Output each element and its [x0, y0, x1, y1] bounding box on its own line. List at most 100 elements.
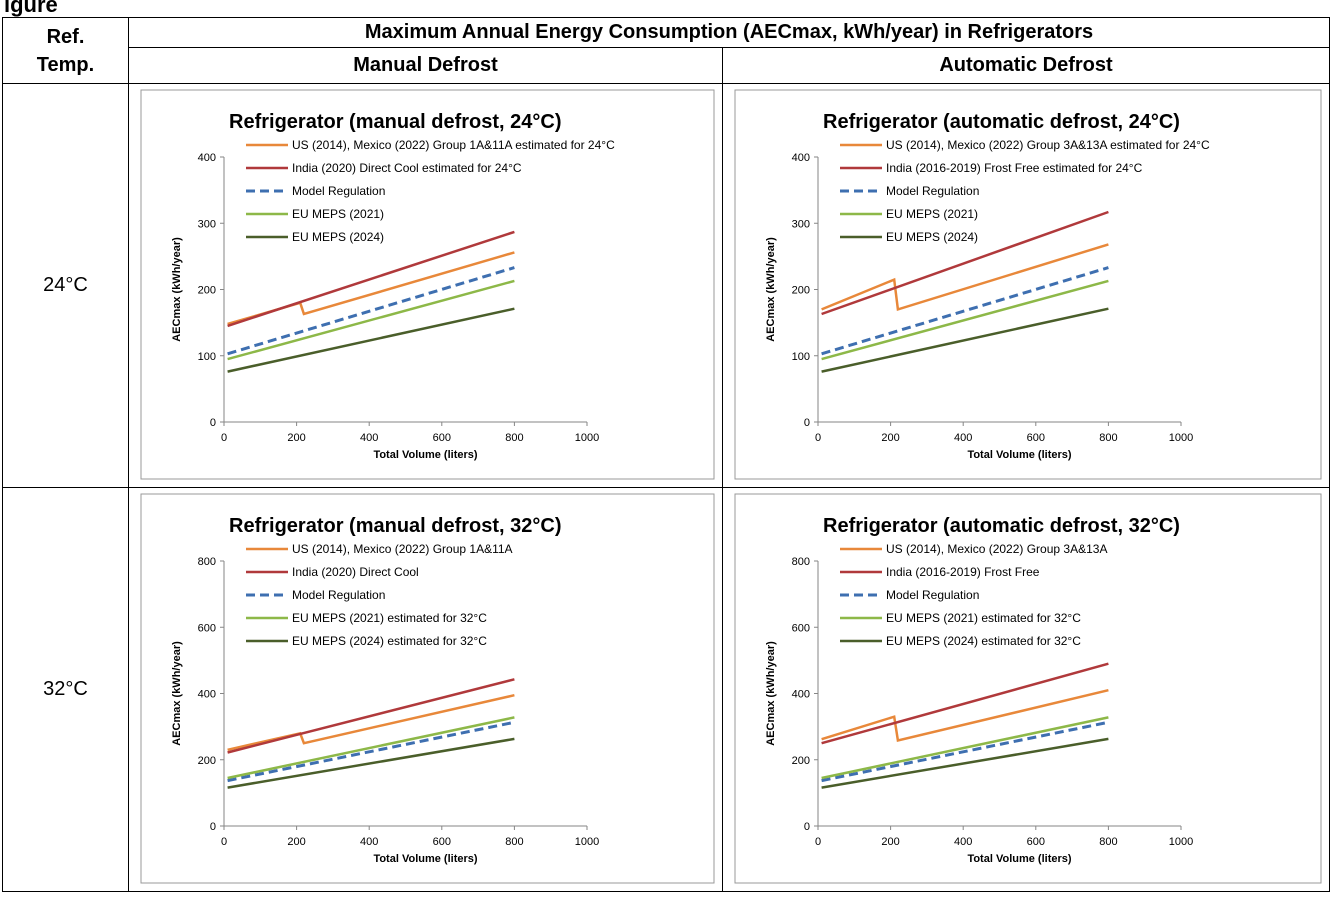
series-line-model-regulation [821, 266, 1109, 356]
y-tick-label: 200 [198, 755, 216, 767]
x-tick-label: 1000 [575, 432, 599, 444]
y-tick-label: 600 [198, 622, 216, 634]
series-line-eu-meps-2021-estimated-for-32-c [227, 716, 515, 780]
x-tick-label: 400 [360, 836, 378, 848]
x-tick-label: 400 [360, 432, 378, 444]
chart-manual-32c: Refrigerator (manual defrost, 32°C) 0 200 4… [140, 493, 715, 884]
legend-label: EU MEPS (2024) [886, 230, 978, 244]
x-tick-label: 800 [505, 432, 523, 444]
y-tick-label: 200 [792, 285, 810, 297]
series-line-model-regulation [227, 266, 515, 356]
legend-label: India (2016-2019) Frost Free estimated f… [886, 161, 1143, 175]
x-tick-label: 800 [1099, 432, 1117, 444]
chart-frame [734, 89, 1322, 480]
x-tick-label: 600 [1027, 432, 1045, 444]
legend-label: Model Regulation [886, 588, 979, 602]
x-axis-label: Total Volume (liters) [967, 449, 1071, 461]
row-label-24c: 24°C [2, 83, 129, 488]
x-axis-label: Total Volume (liters) [373, 853, 477, 865]
x-tick-label: 800 [1099, 836, 1117, 848]
x-tick-label: 600 [433, 836, 451, 848]
legend-label: EU MEPS (2021) estimated for 32°C [292, 611, 487, 625]
ref-temp-header: Ref. Temp. [2, 17, 129, 84]
x-tick-label: 1000 [1169, 432, 1193, 444]
y-axis-label: AECmax (kWh/year) [171, 237, 183, 342]
y-axis-label: AECmax (kWh/year) [171, 641, 183, 746]
legend-label: India (2020) Direct Cool estimated for 2… [292, 161, 522, 175]
series-line-eu-meps-2024 [227, 307, 515, 373]
x-tick-label: 0 [221, 432, 227, 444]
y-tick-label: 0 [210, 821, 216, 833]
y-tick-label: 200 [792, 755, 810, 767]
legend-label: Model Regulation [292, 588, 385, 602]
x-tick-label: 0 [815, 836, 821, 848]
chart-frame [140, 89, 715, 480]
y-tick-label: 300 [792, 218, 810, 230]
table-title: Maximum Annual Energy Consumption (AECma… [128, 17, 1330, 48]
chart-title: Refrigerator (automatic defrost, 24°C) [823, 111, 1180, 133]
column-header-automatic: Automatic Defrost [722, 47, 1330, 84]
y-tick-label: 100 [792, 351, 810, 363]
row-label-32c: 32°C [2, 487, 129, 892]
y-tick-label: 0 [210, 417, 216, 429]
x-tick-label: 200 [287, 432, 305, 444]
legend-label: EU MEPS (2024) estimated for 32°C [886, 634, 1081, 648]
figure-caption: igure [4, 0, 58, 17]
y-tick-label: 600 [792, 622, 810, 634]
y-tick-label: 0 [804, 417, 810, 429]
legend-label: Model Regulation [886, 184, 979, 198]
x-tick-label: 200 [881, 836, 899, 848]
chart-title: Refrigerator (manual defrost, 32°C) [229, 515, 562, 537]
legend-label: EU MEPS (2024) estimated for 32°C [292, 634, 487, 648]
chart-cell-auto-32: Refrigerator (automatic defrost, 32°C) 0 2… [722, 487, 1330, 892]
comparison-table: Ref. Temp. Maximum Annual Energy Consump… [2, 17, 1330, 892]
x-tick-label: 1000 [1169, 836, 1193, 848]
chart-title: Refrigerator (automatic defrost, 32°C) [823, 515, 1180, 537]
x-tick-label: 400 [954, 432, 972, 444]
legend-label: Model Regulation [292, 184, 385, 198]
series-line-india-2016-2019-frost-free-estimated-for-24-c [821, 210, 1109, 316]
temp-label: Temp. [36, 53, 95, 76]
series-line-model-regulation [227, 720, 515, 783]
legend-label: US (2014), Mexico (2022) Group 3A&13A es… [886, 138, 1210, 152]
chart-cell-auto-24: Refrigerator (automatic defrost, 24°C) 0 1… [722, 83, 1330, 488]
chart-frame [734, 493, 1322, 884]
y-tick-label: 800 [198, 556, 216, 568]
x-axis-label: Total Volume (liters) [967, 853, 1071, 865]
legend-label: India (2016-2019) Frost Free [886, 565, 1040, 579]
legend-label: US (2014), Mexico (2022) Group 3A&13A [886, 542, 1107, 556]
chart-cell-manual-32: Refrigerator (manual defrost, 32°C) 0 200 4… [128, 487, 723, 892]
series-line-model-regulation [821, 720, 1109, 783]
x-tick-label: 800 [505, 836, 523, 848]
legend-label: EU MEPS (2021) [292, 207, 384, 221]
chart-manual-24c: Refrigerator (manual defrost, 24°C) 0 100 2… [140, 89, 715, 480]
series-line-eu-meps-2024 [821, 307, 1109, 373]
legend-label: India (2020) Direct Cool [292, 565, 419, 579]
y-tick-label: 400 [792, 689, 810, 701]
x-tick-label: 600 [433, 432, 451, 444]
legend-label: US (2014), Mexico (2022) Group 1A&11A [292, 542, 513, 556]
x-tick-label: 1000 [575, 836, 599, 848]
x-tick-label: 200 [287, 836, 305, 848]
legend-label: EU MEPS (2021) [886, 207, 978, 221]
y-tick-label: 800 [792, 556, 810, 568]
series-line-eu-meps-2024-estimated-for-32-c [227, 737, 515, 789]
x-axis-label: Total Volume (liters) [373, 449, 477, 461]
y-tick-label: 100 [198, 351, 216, 363]
chart-cell-manual-24: Refrigerator (manual defrost, 24°C) 0 100 2… [128, 83, 723, 488]
y-tick-label: 400 [198, 152, 216, 164]
y-axis-label: AECmax (kWh/year) [765, 237, 777, 342]
column-header-manual: Manual Defrost [128, 47, 723, 84]
chart-automatic-24c: Refrigerator (automatic defrost, 24°C) 0 1… [734, 89, 1322, 480]
x-tick-label: 200 [881, 432, 899, 444]
x-tick-label: 0 [221, 836, 227, 848]
series-line-eu-meps-2024-estimated-for-32-c [821, 737, 1109, 789]
series-line-eu-meps-2021 [227, 279, 515, 361]
chart-automatic-32c: Refrigerator (automatic defrost, 32°C) 0 2… [734, 493, 1322, 884]
y-tick-label: 0 [804, 821, 810, 833]
chart-title: Refrigerator (manual defrost, 24°C) [229, 111, 562, 133]
y-tick-label: 300 [198, 218, 216, 230]
chart-frame [140, 493, 715, 884]
x-tick-label: 0 [815, 432, 821, 444]
series-line-eu-meps-2021 [821, 279, 1109, 361]
